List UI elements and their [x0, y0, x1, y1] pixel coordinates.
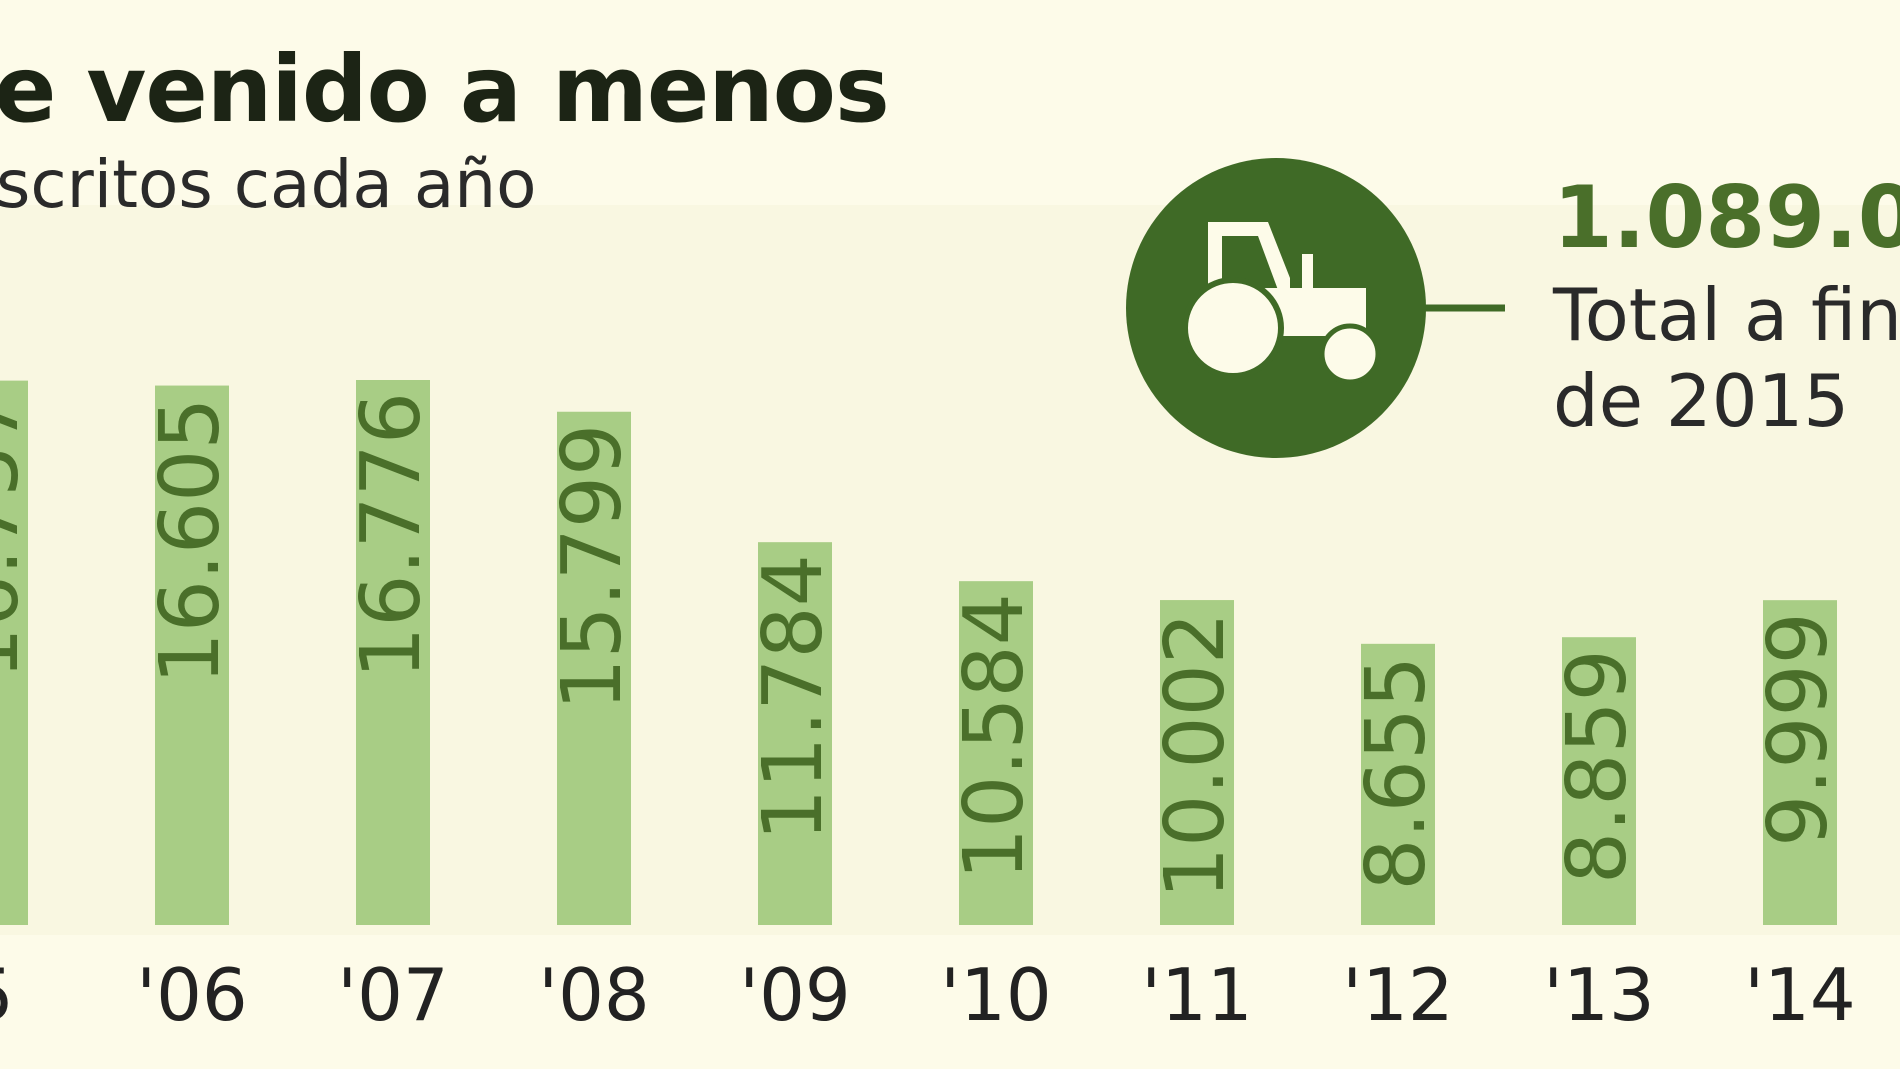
- bar-1: [155, 385, 229, 925]
- callout-caption-line2: de 2015: [1553, 359, 1850, 443]
- bar-6: [1160, 600, 1234, 925]
- bar-3: [557, 411, 631, 925]
- tractor-callout: [1126, 158, 1505, 458]
- value-label-5: 10.584: [947, 593, 1042, 880]
- x-tick-label-9: '14: [1744, 953, 1855, 1037]
- x-tick-label-7: '12: [1342, 953, 1453, 1037]
- callout-total-value: 1.089.01: [1553, 168, 1900, 268]
- bar-9: [1763, 600, 1837, 925]
- x-tick-label-2: '07: [337, 953, 448, 1037]
- value-labels-group: 16.757 16.605 16.776 15.799 11.784 10.584 10.0…: [0, 392, 1846, 899]
- x-tick-label-3: '08: [538, 953, 649, 1037]
- tractor-icon: [1182, 222, 1381, 385]
- chart-subtitle: scritos cada año: [0, 146, 537, 223]
- value-label-0: 16.757: [0, 393, 37, 680]
- x-tick-label-6: '11: [1141, 953, 1252, 1037]
- bar-0: [0, 380, 28, 925]
- callout-caption: Total a fin de 2015: [1553, 272, 1900, 444]
- value-label-4: 11.784: [746, 554, 841, 841]
- callout-caption-line1: Total a fin: [1553, 273, 1900, 357]
- value-label-3: 15.799: [545, 424, 640, 711]
- chart-title: e venido a menos: [0, 36, 890, 143]
- value-label-7: 8.655: [1349, 656, 1444, 891]
- value-label-8: 8.859: [1550, 649, 1645, 884]
- bar-7: [1361, 643, 1435, 925]
- x-axis-labels-group: 5 '06 '07 '08 '09 '10 '11 '12 '13 '14: [0, 953, 1856, 1037]
- x-tick-label-4: '09: [739, 953, 850, 1037]
- value-label-9: 9.999: [1751, 612, 1846, 847]
- value-label-2: 16.776: [344, 392, 439, 679]
- bar-2: [356, 380, 430, 925]
- x-tick-label-8: '13: [1543, 953, 1654, 1037]
- value-label-6: 10.002: [1148, 612, 1243, 899]
- bars-group: [0, 380, 1837, 925]
- x-tick-label-1: '06: [136, 953, 247, 1037]
- bar-4: [758, 542, 832, 925]
- x-tick-label-0: 5: [0, 953, 14, 1037]
- bar-8: [1562, 637, 1636, 925]
- x-tick-label-5: '10: [940, 953, 1051, 1037]
- value-label-1: 16.605: [143, 398, 238, 685]
- bar-5: [959, 581, 1033, 925]
